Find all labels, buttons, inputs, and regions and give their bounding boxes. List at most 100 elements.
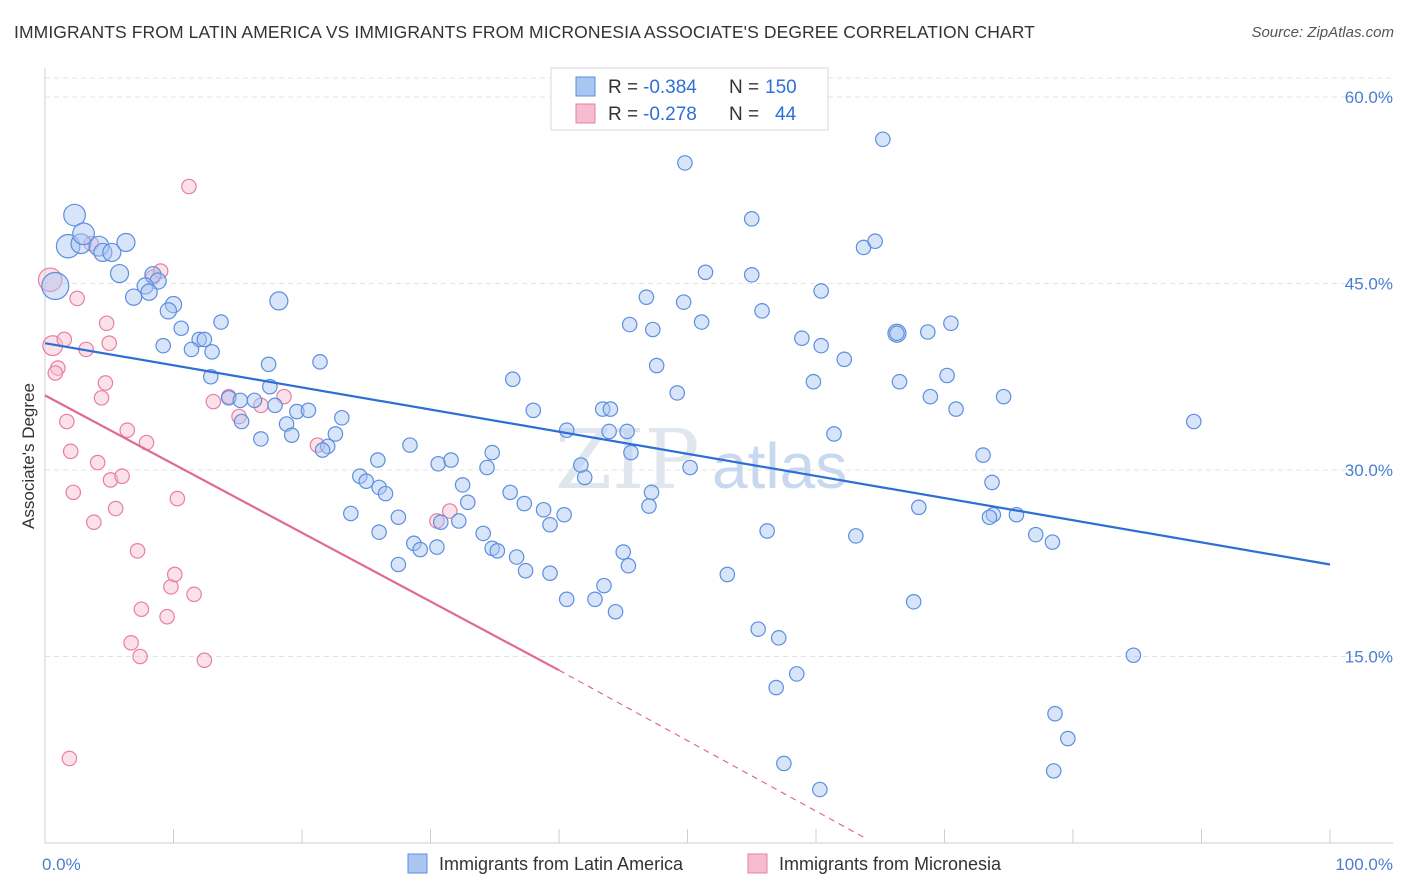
latin-america-point-129 [939, 367, 955, 384]
legend-n-label-pink: N = [729, 104, 759, 125]
latin-america-point-14 [140, 283, 158, 301]
latin-america-point-9 [109, 263, 130, 284]
latin-america-point-38 [283, 427, 300, 443]
x-tick-label-0: 0.0% [42, 855, 81, 874]
micronesia-trend-line [44, 394, 560, 672]
legend-n-value-pink: 44 [775, 104, 797, 125]
micronesia-point-7 [65, 484, 82, 501]
latin-america-point-8 [116, 232, 136, 253]
latin-america-point-91 [620, 557, 637, 574]
y-axis-label: Associate's Degree [19, 383, 38, 529]
micronesia-point-20 [119, 422, 136, 439]
micronesia-point-31 [186, 586, 202, 603]
latin-america-point-53 [484, 444, 500, 461]
latin-america-point-113 [805, 373, 822, 390]
latin-america-point-133 [984, 474, 1000, 491]
latin-america-point-122 [891, 373, 908, 390]
latin-america-point-52 [459, 494, 476, 511]
latin-america-point-123 [887, 323, 907, 343]
latin-america-point-68 [641, 498, 657, 514]
latin-america-point-82 [432, 514, 449, 531]
latin-america-point-0 [41, 271, 70, 301]
micronesia-point-14 [97, 375, 114, 391]
micronesia-point-12 [89, 454, 106, 471]
latin-america-point-97 [638, 289, 655, 305]
micronesia-point-28 [169, 490, 186, 507]
micronesia-point-33 [132, 648, 148, 665]
latin-america-point-18 [213, 314, 229, 330]
latin-america-point-43 [370, 452, 386, 468]
micronesia-point-19 [114, 468, 130, 485]
legend-r-label-blue: R = [608, 77, 638, 98]
micronesia-point-13 [93, 390, 110, 406]
latin-america-point-93 [602, 401, 619, 417]
micronesia-point-15 [98, 315, 115, 332]
latin-america-point-4 [72, 222, 95, 246]
latin-america-point-143 [1125, 647, 1142, 664]
micronesia-trend-extension [558, 669, 868, 840]
latin-america-point-104 [754, 303, 770, 319]
latin-america-point-98 [675, 294, 692, 310]
micronesia-point-5 [59, 413, 75, 430]
latin-america-point-37 [334, 409, 350, 426]
latin-america-point-110 [768, 679, 784, 696]
latin-america-point-33 [289, 403, 305, 420]
micronesia-point-35 [61, 750, 78, 767]
micronesia-point-36 [205, 393, 222, 410]
latin-america-point-30 [232, 392, 249, 409]
legend-n-value-blue: 150 [765, 77, 797, 98]
y-tick-label-0: 15.0% [1345, 648, 1393, 667]
latin-america-point-60 [558, 422, 575, 439]
latin-america-point-120 [867, 233, 883, 250]
latin-america-point-49 [430, 455, 447, 472]
latin-america-point-114 [813, 337, 829, 354]
latin-america-point-29 [220, 390, 237, 406]
latin-america-point-16 [159, 302, 178, 320]
latin-america-point-81 [371, 524, 387, 540]
micronesia-point-29 [166, 566, 183, 583]
latin-america-point-115 [794, 330, 810, 347]
latin-america-point-66 [643, 484, 660, 501]
legend-box [550, 67, 829, 131]
micronesia-point-21 [129, 543, 146, 559]
legend-n-label-blue: N = [729, 77, 759, 98]
latin-america-point-34 [300, 402, 317, 419]
micronesia-point-3 [47, 365, 64, 381]
x-tick-labels: 0.0% 100.0% [42, 855, 1393, 874]
latin-america-point-112 [813, 283, 829, 299]
legend-r-label-pink: R = [608, 104, 638, 125]
latin-america-point-87 [587, 591, 603, 608]
series-legend-label-blue: Immigrants from Latin America [439, 854, 684, 874]
micronesia-point-17 [102, 472, 119, 488]
latin-america-point-138 [1027, 526, 1044, 543]
latin-america-point-106 [719, 566, 736, 583]
latin-america-point-32 [267, 397, 283, 414]
micronesia-point-16 [101, 335, 118, 351]
latin-america-point-116 [826, 426, 842, 442]
latin-america-point-47 [377, 485, 394, 502]
micronesia-point-22 [133, 601, 150, 618]
latin-america-point-64 [619, 423, 635, 440]
latin-america-point-128 [922, 388, 939, 405]
axes [44, 68, 1393, 844]
latin-america-point-51 [454, 477, 471, 493]
latin-america-point-111 [788, 666, 805, 682]
watermark-atlas: atlas [712, 430, 847, 502]
latin-america-point-108 [770, 630, 787, 646]
latin-america-point-96 [648, 357, 665, 374]
latin-america-point-146 [812, 781, 828, 798]
micronesia-point-27 [163, 579, 179, 595]
latin-america-point-73 [475, 525, 491, 542]
latin-america-point-13 [124, 288, 143, 306]
latin-america-point-89 [607, 603, 624, 620]
latin-america-point-144 [1185, 413, 1202, 430]
trend-lines [44, 342, 1331, 840]
latin-america-point-35 [233, 413, 250, 430]
latin-america-trend-line [44, 342, 1331, 566]
latin-america-point-147 [621, 316, 638, 333]
micronesia-point-8 [69, 290, 85, 307]
micronesia-point-11 [86, 514, 102, 531]
latin-america-point-109 [750, 621, 766, 637]
latin-america-point-142 [1060, 730, 1076, 747]
